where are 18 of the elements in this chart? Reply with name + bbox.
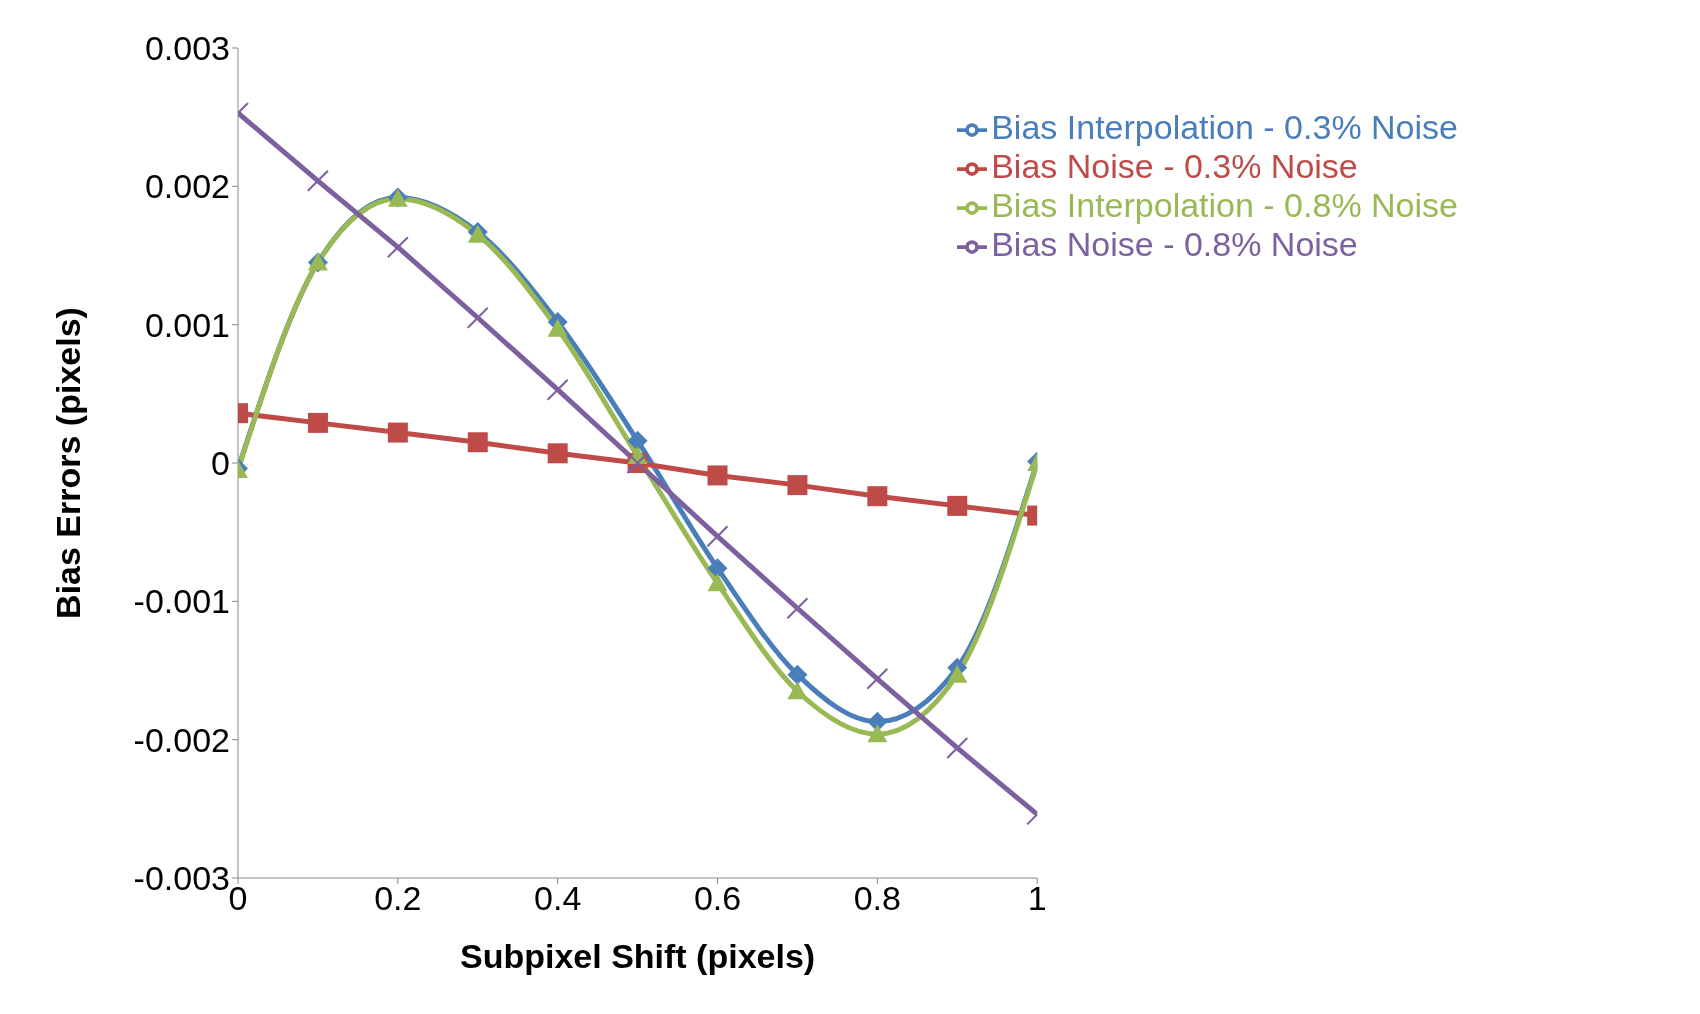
y-tick-label: 0.001 — [144, 305, 230, 344]
legend-label: Bias Noise - 0.3% Noise — [991, 147, 1358, 185]
y-axis-title: Bias Errors (pixels) — [49, 307, 88, 619]
x-tick-label: 0.6 — [693, 879, 742, 918]
y-tick-label: -0.003 — [133, 859, 230, 898]
y-tick-label: 0.002 — [144, 167, 230, 206]
x-tick-label: 0.8 — [853, 879, 901, 918]
legend-label: Bias Noise - 0.8% Noise — [991, 225, 1358, 263]
y-tick-label: 0.003 — [144, 29, 230, 68]
x-tick-label: 1 — [1027, 879, 1047, 918]
legend-label: Bias Interpolation - 0.8% Noise — [991, 186, 1458, 224]
legend-label: Bias Interpolation - 0.3% Noise — [991, 108, 1458, 146]
y-tick-label: -0.002 — [133, 720, 230, 759]
x-tick-label: 0.4 — [534, 879, 582, 918]
x-axis-title: Subpixel Shift (pixels) — [460, 937, 816, 975]
x-tick-label: 0.2 — [374, 879, 422, 918]
y-tick-label: 0 — [211, 444, 230, 483]
y-tick-label: -0.001 — [133, 582, 230, 621]
